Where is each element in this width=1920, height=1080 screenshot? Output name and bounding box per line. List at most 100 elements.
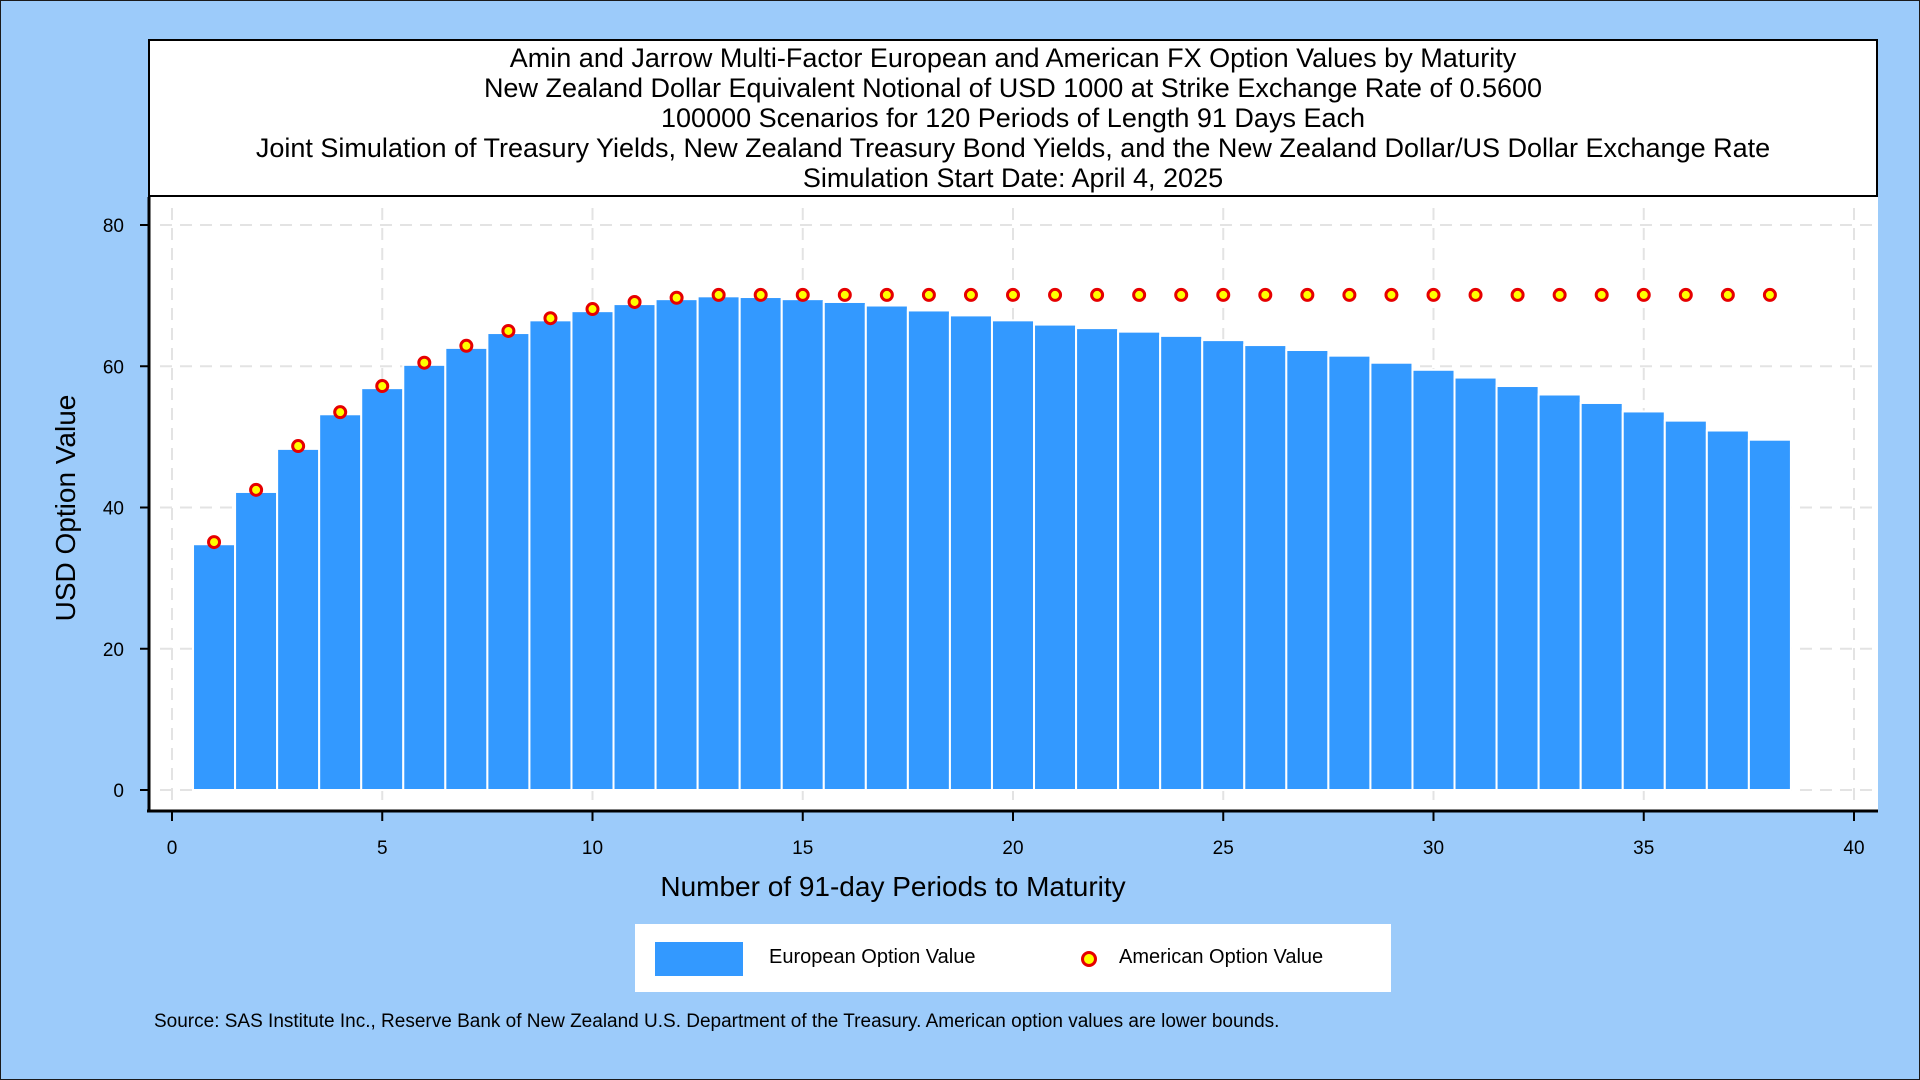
legend-swatch-european xyxy=(655,942,743,976)
marker-american xyxy=(1174,287,1189,302)
bar-european xyxy=(780,298,825,791)
legend-marker-american xyxy=(1081,951,1097,967)
marker-american xyxy=(1426,287,1441,302)
chart-title-line-3: 100000 Scenarios for 120 Periods of Leng… xyxy=(661,103,1365,133)
marker-american xyxy=(417,355,432,370)
marker-american xyxy=(669,290,684,305)
x-tick-label: 25 xyxy=(1213,838,1234,859)
marker-american xyxy=(1636,287,1651,302)
bar-european xyxy=(1075,327,1120,791)
bar-european xyxy=(318,413,363,791)
bar-european xyxy=(1411,368,1456,791)
source-note: Source: SAS Institute Inc., Reserve Bank… xyxy=(154,1011,1280,1032)
marker-american xyxy=(585,302,600,317)
bar-european xyxy=(1159,334,1204,791)
marker-american xyxy=(375,379,390,394)
x-tick-label: 0 xyxy=(167,838,178,859)
legend-label-american: American Option Value xyxy=(1119,946,1324,968)
marker-american xyxy=(1510,287,1525,302)
bar-european xyxy=(444,346,489,791)
marker-american xyxy=(1258,287,1273,302)
marker-american xyxy=(1594,287,1609,302)
bar-european xyxy=(990,319,1036,791)
bar-european xyxy=(276,447,321,791)
marker-american xyxy=(1006,287,1020,302)
legend-label-european: European Option Value xyxy=(769,946,976,968)
marker-american xyxy=(543,311,558,326)
marker-american xyxy=(333,405,348,420)
marker-american xyxy=(1132,287,1147,302)
bar-european xyxy=(192,543,237,791)
bar-european xyxy=(1705,429,1750,791)
x-tick-label: 30 xyxy=(1423,838,1444,859)
marker-american xyxy=(963,287,978,302)
marker-american xyxy=(795,287,810,302)
bar-european xyxy=(654,298,699,791)
marker-american xyxy=(1720,287,1735,302)
axis-ticks: 0 5 10 15 20 25 30 35 40 0 20 40 60 80 xyxy=(103,216,1865,859)
legend: European Option Value American Option Va… xyxy=(635,924,1391,992)
y-tick-label: 0 xyxy=(113,781,124,802)
marker-american xyxy=(207,535,222,550)
bar-european xyxy=(1453,376,1498,791)
marker-american xyxy=(1468,287,1483,302)
marker-american xyxy=(459,338,474,353)
y-tick-label: 60 xyxy=(103,357,124,378)
x-tick-label: 5 xyxy=(377,838,388,859)
chart-title-line-5: Simulation Start Date: April 4, 2025 xyxy=(802,163,1224,193)
x-tick-label: 40 xyxy=(1843,838,1864,859)
bar-european xyxy=(486,332,531,791)
bar-european xyxy=(906,309,951,791)
marker-american xyxy=(249,482,264,497)
bar-european xyxy=(570,310,615,791)
marker-american xyxy=(1384,287,1399,302)
marker-american xyxy=(1048,287,1063,302)
chart-title-line-1: Amin and Jarrow Multi-Factor European an… xyxy=(509,43,1517,73)
marker-american xyxy=(753,287,768,302)
chart-title-line-4: Joint Simulation of Treasury Yields, New… xyxy=(255,133,1771,163)
bar-european xyxy=(1117,330,1162,791)
x-tick-label: 20 xyxy=(1002,838,1023,859)
bar-european xyxy=(402,363,447,791)
bar-european xyxy=(696,295,741,791)
axes xyxy=(147,197,1878,813)
marker-american xyxy=(1090,287,1105,302)
y-tick-label: 80 xyxy=(103,216,124,237)
chart-title-box: Amin and Jarrow Multi-Factor European an… xyxy=(148,39,1878,197)
marker-american xyxy=(1678,287,1693,302)
y-tick-label: 40 xyxy=(103,499,124,520)
bar-european xyxy=(1369,361,1414,791)
marker-american xyxy=(501,323,516,338)
marker-american xyxy=(1300,287,1315,302)
bar-european xyxy=(1033,323,1078,791)
chart-title-line-2: New Zealand Dollar Equivalent Notional o… xyxy=(483,73,1543,103)
x-axis-label: Number of 91-day Periods to Maturity xyxy=(660,871,1125,902)
marker-american xyxy=(1216,287,1231,302)
bar-european xyxy=(1579,401,1624,791)
x-tick-label: 35 xyxy=(1633,838,1654,859)
scatter-series-american xyxy=(207,287,1777,550)
bar-european xyxy=(1495,385,1540,791)
bar-european xyxy=(1243,344,1288,791)
bar-european xyxy=(612,303,657,791)
bar-series-european xyxy=(192,295,1792,791)
marker-american xyxy=(711,287,726,302)
bar-european xyxy=(528,319,573,791)
marker-american xyxy=(291,439,306,454)
y-axis-label: USD Option Value xyxy=(50,395,81,622)
bar-european xyxy=(1285,349,1330,791)
marker-american xyxy=(921,287,936,302)
marker-american xyxy=(837,287,852,302)
marker-american xyxy=(1762,287,1777,302)
y-tick-label: 20 xyxy=(103,640,124,661)
bar-european xyxy=(864,304,909,791)
bar-european xyxy=(1327,354,1372,791)
bar-european xyxy=(822,300,867,791)
marker-american xyxy=(879,287,894,302)
bar-european xyxy=(360,387,405,791)
x-tick-label: 15 xyxy=(792,838,813,859)
marker-american xyxy=(1552,287,1567,302)
bar-european xyxy=(1663,419,1708,791)
bar-european xyxy=(1201,339,1246,791)
